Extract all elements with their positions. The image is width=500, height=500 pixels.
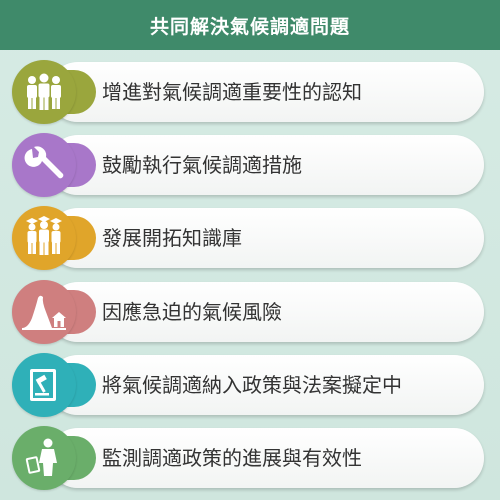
- item-pill: 增進對氣候調適重要性的認知: [48, 62, 484, 122]
- list-item: 因應急迫的氣候風險: [12, 280, 486, 344]
- list-item: 發展開拓知識庫: [12, 206, 486, 270]
- flood-house-icon: [18, 288, 70, 336]
- item-pill: 將氣候調適納入政策與法案擬定中: [48, 355, 484, 415]
- item-label: 因應急迫的氣候風險: [102, 300, 282, 324]
- item-label: 發展開拓知識庫: [102, 226, 242, 250]
- person-monitoring-icon: [18, 434, 70, 482]
- list-item: 監測調適政策的進展與有效性: [12, 426, 486, 490]
- item-badge: [12, 133, 76, 197]
- list-item: 鼓勵執行氣候調適措施: [12, 133, 486, 197]
- graduates-icon: [18, 214, 70, 262]
- item-label: 鼓勵執行氣候調適措施: [102, 153, 302, 177]
- item-pill: 鼓勵執行氣候調適措施: [48, 135, 484, 195]
- item-label: 監測調適政策的進展與有效性: [102, 446, 362, 470]
- item-badge: [12, 206, 76, 270]
- wrench-icon: [18, 141, 70, 189]
- item-pill: 發展開拓知識庫: [48, 208, 484, 268]
- page-title: 共同解決氣候調適問題: [149, 15, 350, 38]
- item-badge: [12, 353, 76, 417]
- item-badge: [12, 426, 76, 490]
- list-item: 將氣候調適納入政策與法案擬定中: [12, 353, 486, 417]
- item-pill: 因應急迫的氣候風險: [48, 282, 484, 342]
- header-banner: 共同解決氣候調適問題: [0, 0, 500, 50]
- item-label: 增進對氣候調適重要性的認知: [102, 80, 362, 104]
- item-badge: [12, 280, 76, 344]
- group-people-icon: [18, 68, 70, 116]
- item-pill: 監測調適政策的進展與有效性: [48, 428, 484, 488]
- item-badge: [12, 60, 76, 124]
- list-item: 增進對氣候調適重要性的認知: [12, 60, 486, 124]
- item-label: 將氣候調適納入政策與法案擬定中: [102, 373, 402, 397]
- gavel-law-book-icon: [18, 361, 70, 409]
